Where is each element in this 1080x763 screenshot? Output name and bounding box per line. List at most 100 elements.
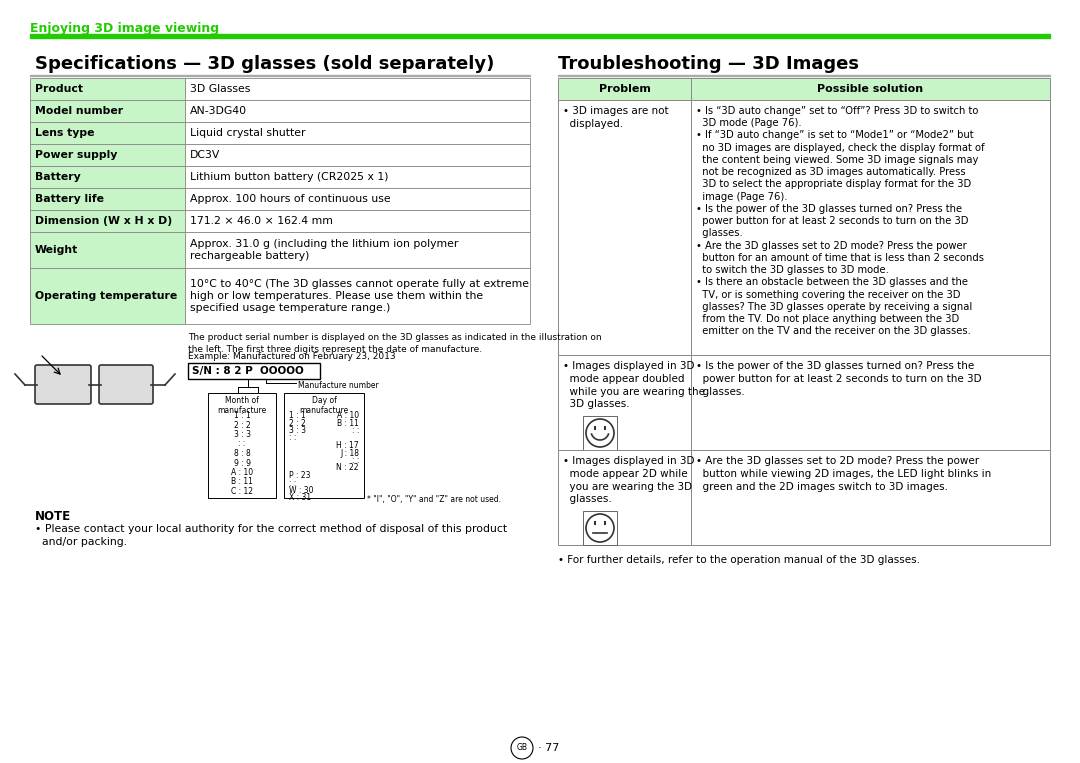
Bar	[30, 188, 185, 210]
Text: 3D Glasses: 3D Glasses	[190, 84, 251, 94]
Text: Weight: Weight	[35, 245, 78, 255]
Bar	[30, 122, 185, 144]
Text: 3 : 3: 3 : 3	[289, 426, 306, 435]
Text: Day of
manufacture: Day of manufacture	[299, 396, 349, 415]
Bar	[185, 210, 530, 232]
Text: Example: Manufactured on February 23, 2013: Example: Manufactured on February 23, 20…	[188, 352, 395, 361]
Bar	[30, 34, 1050, 38]
Bar	[30, 232, 185, 268]
Text: Operating temperature: Operating temperature	[35, 291, 177, 301]
Text: • Images displayed in 3D
  mode appear 2D while
  you are wearing the 3D
  glass: • Images displayed in 3D mode appear 2D …	[563, 456, 694, 504]
Text: Specifications — 3D glasses (sold separately): Specifications — 3D glasses (sold separa…	[35, 55, 495, 73]
Bar	[284, 393, 364, 498]
Text: Power supply: Power supply	[35, 150, 118, 160]
Bar	[185, 232, 530, 268]
Text: Possible solution: Possible solution	[818, 84, 923, 94]
Text: : :: : :	[289, 478, 296, 488]
Text: B : 11: B : 11	[231, 478, 253, 487]
Text: GB: GB	[516, 743, 527, 752]
Text: B : 11: B : 11	[337, 418, 359, 427]
Text: Product: Product	[35, 84, 83, 94]
Bar	[185, 268, 530, 324]
Bar	[558, 450, 691, 545]
Text: • Are the 3D glasses set to 2D mode? Press the power
  button while viewing 2D i: • Are the 3D glasses set to 2D mode? Pre…	[696, 456, 991, 491]
Text: Lithium button battery (CR2025 x 1): Lithium button battery (CR2025 x 1)	[190, 172, 389, 182]
Text: C : 12: C : 12	[231, 487, 253, 496]
Text: Month of
manufacture: Month of manufacture	[217, 396, 267, 415]
Bar	[188, 363, 320, 379]
Bar	[558, 355, 691, 450]
Text: • Please contact your local authority for the correct method of disposal of this: • Please contact your local authority fo…	[35, 524, 508, 547]
Text: Dimension (W x H x D): Dimension (W x H x D)	[35, 216, 172, 226]
Text: Approx. 31.0 g (including the lithium ion polymer
rechargeable battery): Approx. 31.0 g (including the lithium io…	[190, 239, 458, 261]
Text: NOTE: NOTE	[35, 510, 71, 523]
Text: : :: : :	[352, 456, 359, 465]
Text: N : 22: N : 22	[337, 463, 359, 472]
Text: Battery life: Battery life	[35, 194, 104, 204]
Text: J : 18: J : 18	[340, 449, 359, 458]
Bar	[208, 393, 276, 498]
Text: Manufacture number: Manufacture number	[298, 381, 379, 390]
Text: 8 : 8: 8 : 8	[233, 449, 251, 458]
Bar	[691, 450, 1050, 545]
Text: Lens type: Lens type	[35, 128, 95, 138]
Text: AN-3DG40: AN-3DG40	[190, 106, 247, 116]
Text: • 3D images are not
  displayed.: • 3D images are not displayed.	[563, 106, 669, 129]
FancyBboxPatch shape	[35, 365, 91, 404]
Text: • Is “3D auto change” set to “Off”? Press 3D to switch to
  3D mode (Page 76).
•: • Is “3D auto change” set to “Off”? Pres…	[696, 106, 985, 336]
Bar	[691, 100, 1050, 355]
Text: 171.2 × 46.0 × 162.4 mm: 171.2 × 46.0 × 162.4 mm	[190, 216, 333, 226]
Text: Approx. 100 hours of continuous use: Approx. 100 hours of continuous use	[190, 194, 391, 204]
Text: * "I", "O", "Y" and "Z" are not used.: * "I", "O", "Y" and "Z" are not used.	[367, 495, 501, 504]
Text: Problem: Problem	[598, 84, 650, 94]
Text: 3 : 3: 3 : 3	[233, 430, 251, 439]
Bar	[30, 210, 185, 232]
Bar	[185, 144, 530, 166]
Bar	[558, 75, 1050, 76]
Text: W : 30: W : 30	[289, 486, 313, 495]
Text: DC3V: DC3V	[190, 150, 220, 160]
Text: • Is the power of the 3D glasses turned on? Press the
  power button for at leas: • Is the power of the 3D glasses turned …	[696, 361, 982, 397]
Bar	[558, 78, 691, 100]
Text: Enjoying 3D image viewing: Enjoying 3D image viewing	[30, 22, 219, 35]
Bar	[30, 268, 185, 324]
Text: A : 10: A : 10	[231, 468, 253, 477]
Text: S/N : 8 2 P  OOOOO: S/N : 8 2 P OOOOO	[192, 366, 303, 376]
Text: Battery: Battery	[35, 172, 81, 182]
Text: 1 : 1: 1 : 1	[233, 411, 251, 420]
Bar	[583, 511, 617, 545]
Bar	[30, 166, 185, 188]
Text: Model number: Model number	[35, 106, 123, 116]
Text: The product serial number is displayed on the 3D glasses as indicated in the ill: The product serial number is displayed o…	[188, 333, 602, 354]
Bar	[185, 100, 530, 122]
Text: A : 10: A : 10	[337, 411, 359, 420]
Text: H : 17: H : 17	[336, 441, 359, 450]
Bar	[583, 416, 617, 450]
Text: 1 : 1: 1 : 1	[289, 411, 306, 420]
Text: : :: : :	[239, 439, 245, 449]
Bar	[691, 78, 1050, 100]
Text: • Images displayed in 3D
  mode appear doubled
  while you are wearing the
  3D : • Images displayed in 3D mode appear dou…	[563, 361, 705, 410]
Bar	[30, 75, 530, 76]
Bar	[185, 78, 530, 100]
Text: Liquid crystal shutter: Liquid crystal shutter	[190, 128, 306, 138]
Text: : :: : :	[352, 426, 359, 435]
Text: 9 : 9: 9 : 9	[233, 459, 251, 468]
Text: • For further details, refer to the operation manual of the 3D glasses.: • For further details, refer to the oper…	[558, 555, 920, 565]
Text: X : 31: X : 31	[289, 494, 311, 503]
Text: 2 : 2: 2 : 2	[289, 418, 306, 427]
Text: P : 23: P : 23	[289, 471, 311, 480]
FancyBboxPatch shape	[99, 365, 153, 404]
Bar	[30, 144, 185, 166]
Bar	[185, 188, 530, 210]
Text: Troubleshooting — 3D Images: Troubleshooting — 3D Images	[558, 55, 859, 73]
Bar	[185, 166, 530, 188]
Bar	[30, 78, 185, 100]
Text: · 77: · 77	[538, 743, 559, 753]
Bar	[30, 100, 185, 122]
Bar	[558, 100, 691, 355]
Text: 2 : 2: 2 : 2	[233, 420, 251, 430]
Text: 10°C to 40°C (The 3D glasses cannot operate fully at extreme
high or low tempera: 10°C to 40°C (The 3D glasses cannot oper…	[190, 278, 529, 314]
Text: : :: : :	[289, 433, 296, 443]
Bar	[185, 122, 530, 144]
